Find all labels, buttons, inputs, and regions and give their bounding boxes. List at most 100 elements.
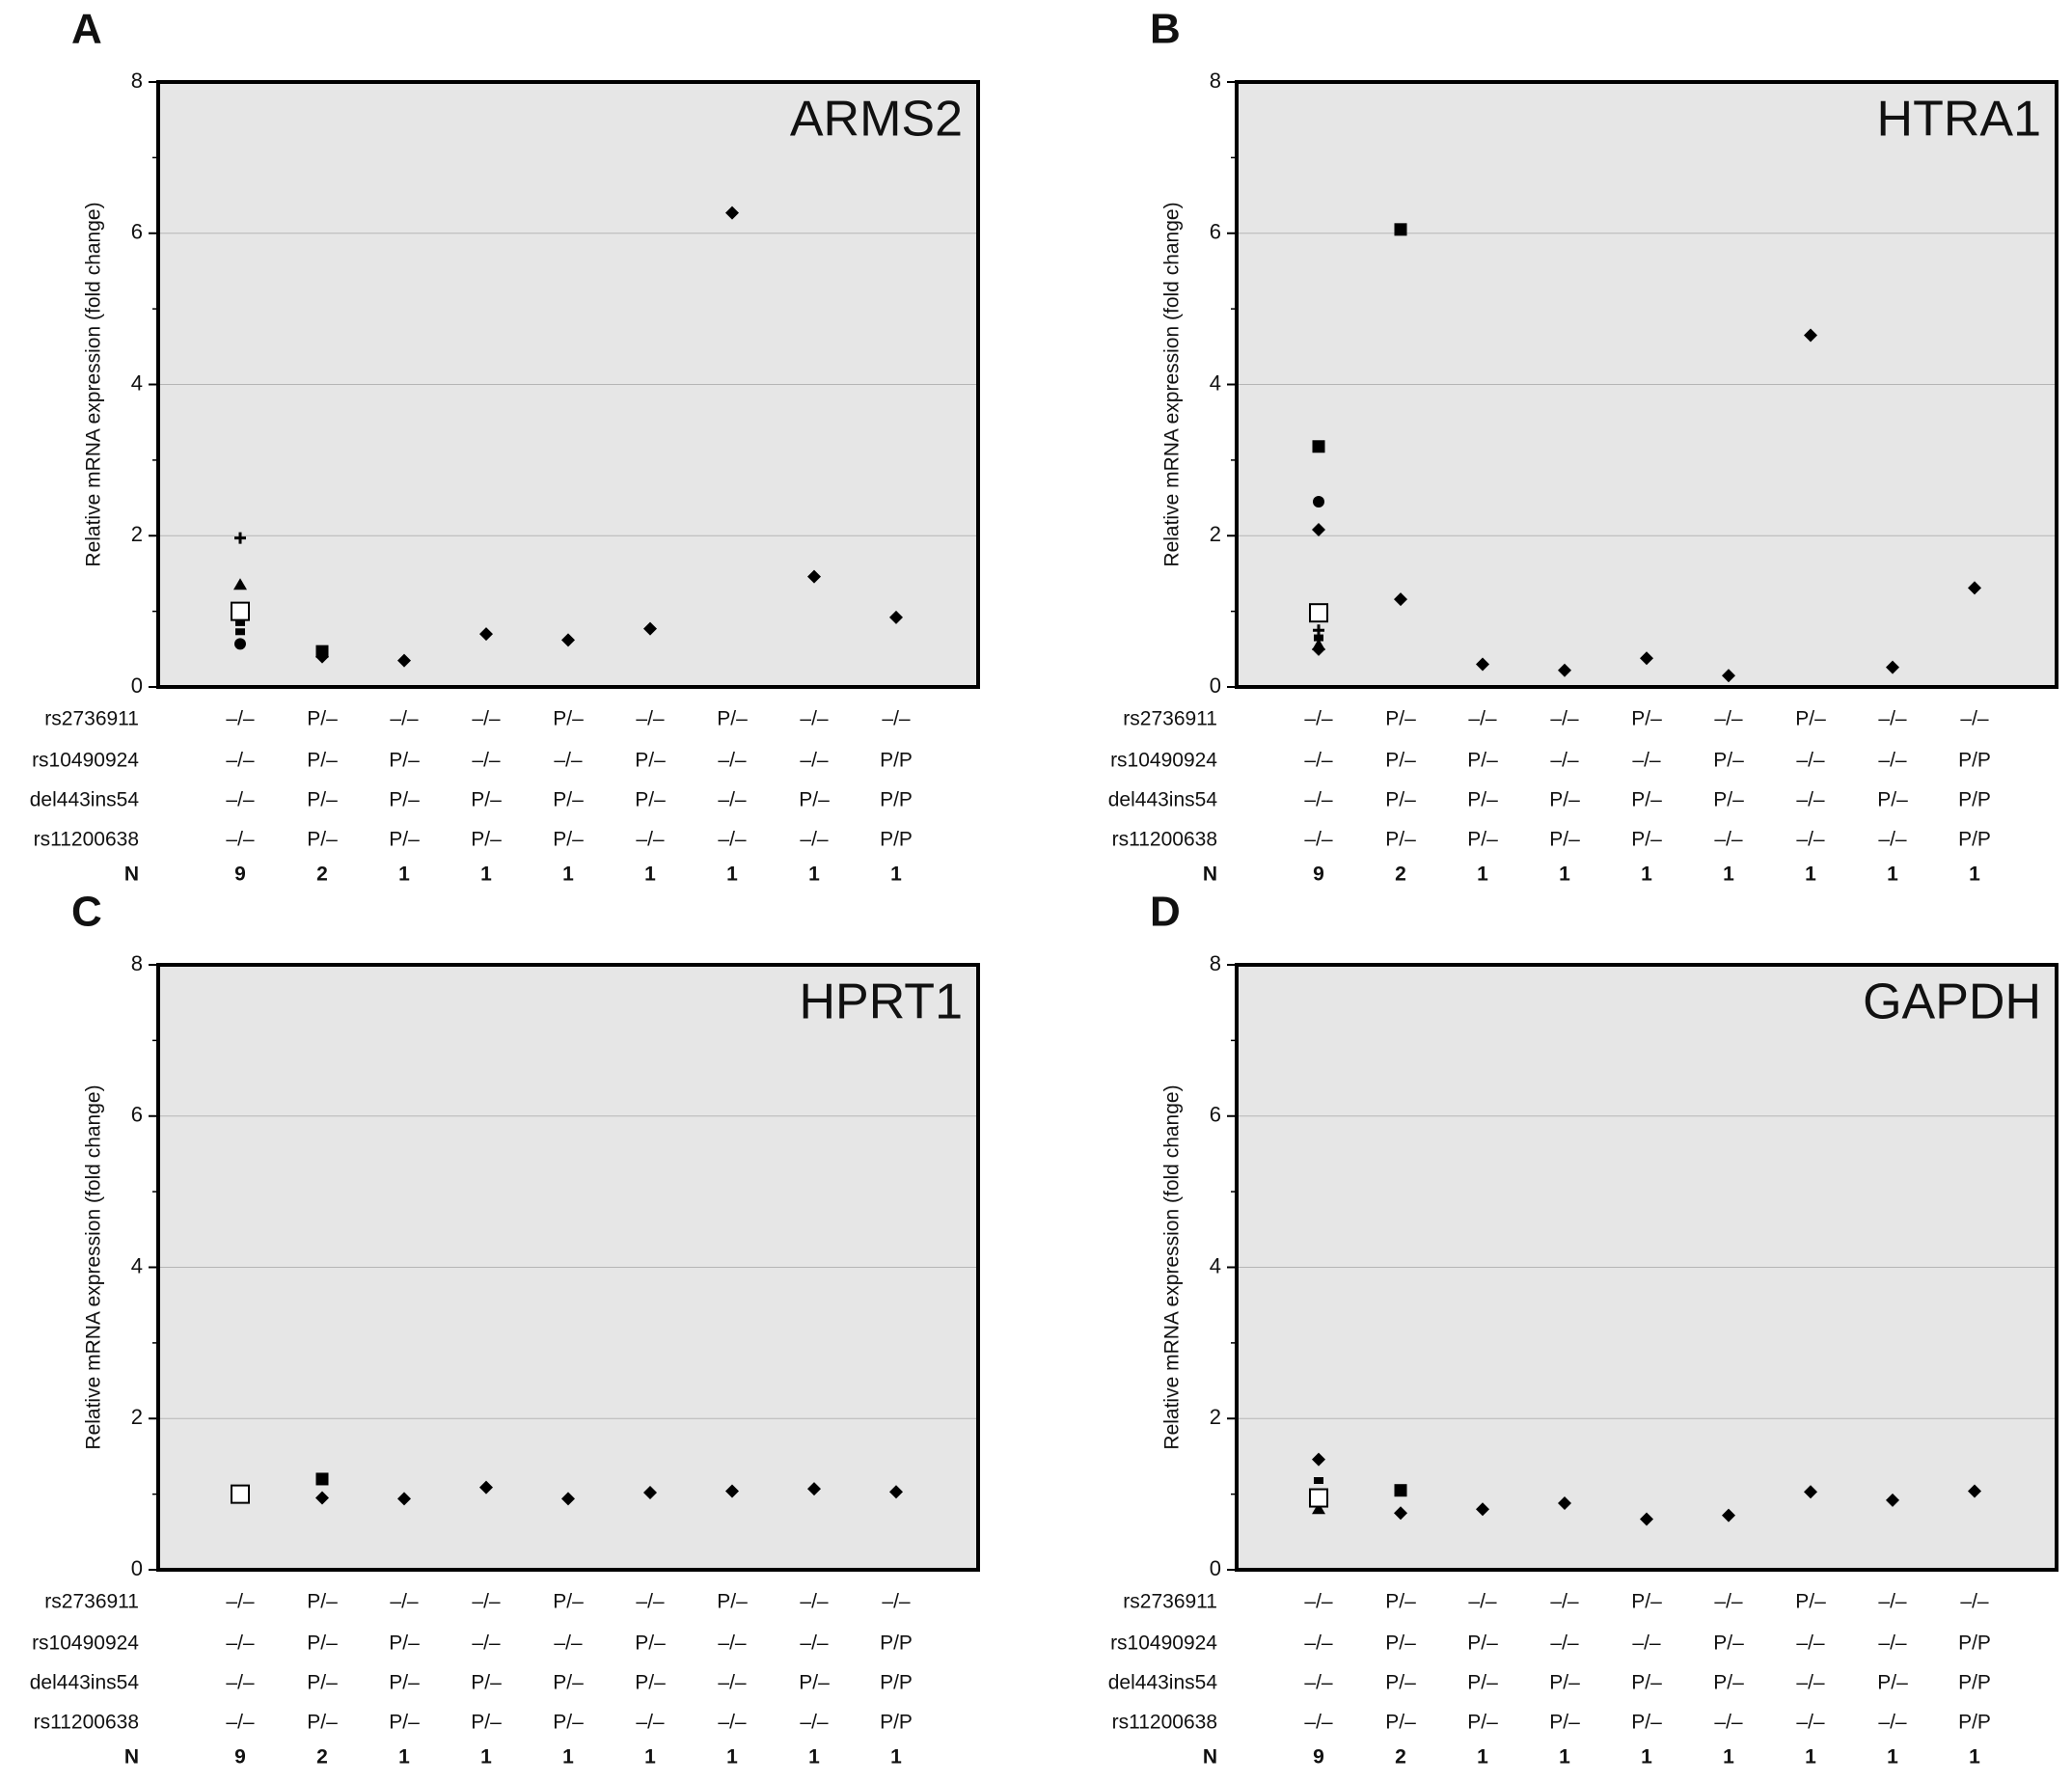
genotype-cell: –/– bbox=[226, 1632, 255, 1655]
genotype-cell: P/P bbox=[880, 1712, 913, 1734]
n-cell: 1 bbox=[1805, 1746, 1816, 1769]
open-square-marker bbox=[1309, 1488, 1328, 1508]
genotype-cell: P/– bbox=[1631, 708, 1662, 730]
genotype-row-label: rs10490924 bbox=[1110, 1632, 1217, 1655]
y-axis-label: Relative mRNA expression (fold change) bbox=[83, 1084, 105, 1449]
diamond-marker bbox=[889, 610, 903, 624]
diamond-marker bbox=[1886, 1493, 1899, 1507]
genotype-row-label: rs10490924 bbox=[32, 1632, 139, 1655]
n-cell: 9 bbox=[1313, 864, 1324, 886]
genotype-cell: P/– bbox=[1631, 1672, 1662, 1694]
n-cell: 1 bbox=[1559, 864, 1570, 886]
n-cell: 1 bbox=[1805, 864, 1816, 886]
genotype-cell: P/– bbox=[471, 1712, 502, 1734]
y-axis-label: Relative mRNA expression (fold change) bbox=[83, 202, 105, 566]
diamond-marker bbox=[1394, 592, 1407, 607]
genotype-cell: P/– bbox=[799, 1672, 830, 1694]
n-cell: 1 bbox=[890, 1746, 902, 1769]
y-tick-label: 2 bbox=[1210, 1405, 1221, 1429]
genotype-cell: P/– bbox=[553, 789, 584, 811]
genotype-cell: –/– bbox=[554, 1632, 583, 1655]
genotype-row-label: rs11200638 bbox=[1112, 829, 1217, 851]
genotype-cell: P/– bbox=[1385, 1632, 1416, 1655]
genotype-cell: P/P bbox=[1958, 1672, 1991, 1694]
genotype-cell: P/– bbox=[1631, 1591, 1662, 1613]
genotype-cell: P/– bbox=[1467, 1672, 1498, 1694]
genotype-cell: P/– bbox=[1467, 829, 1498, 851]
genotype-cell: P/– bbox=[1385, 789, 1416, 811]
genotype-cell: –/– bbox=[1304, 1591, 1333, 1613]
panel-letter: D bbox=[1150, 889, 1181, 936]
genotype-cell: P/– bbox=[635, 1672, 666, 1694]
diamond-marker bbox=[1640, 651, 1653, 666]
genotype-cell: P/– bbox=[1385, 750, 1416, 772]
y-tick-label: 4 bbox=[1210, 1253, 1221, 1277]
panel: 0 2 4 6 8 C HPRT1 Relative mRNA expression (fol… bbox=[30, 889, 980, 1769]
plus-marker bbox=[234, 532, 246, 544]
genotype-cell: –/– bbox=[390, 708, 419, 730]
genotype-row-label: rs2736911 bbox=[1123, 1591, 1217, 1613]
genotype-cell: P/P bbox=[880, 1632, 913, 1655]
genotype-cell: P/– bbox=[717, 1591, 748, 1613]
genotype-cell: P/– bbox=[635, 1632, 666, 1655]
panel-letter: B bbox=[1150, 6, 1181, 53]
panel-title: HPRT1 bbox=[799, 974, 963, 1030]
genotype-cell: –/– bbox=[1304, 829, 1333, 851]
genotype-cell: P/– bbox=[717, 708, 748, 730]
genotype-cell: –/– bbox=[882, 1591, 911, 1613]
genotype-cell: –/– bbox=[1878, 708, 1907, 730]
genotype-cell: –/– bbox=[1468, 708, 1497, 730]
n-cell: 2 bbox=[1395, 864, 1406, 886]
genotype-cell: –/– bbox=[1878, 829, 1907, 851]
genotype-cell: –/– bbox=[1550, 1632, 1579, 1655]
genotype-row-label: rs2736911 bbox=[1123, 708, 1217, 730]
diamond-marker bbox=[315, 1491, 329, 1505]
diamond-marker bbox=[889, 1485, 903, 1499]
genotype-cell: P/P bbox=[1958, 829, 1991, 851]
open-square-marker bbox=[231, 1484, 250, 1504]
y-tick-label: 6 bbox=[131, 220, 143, 244]
genotype-cell: P/P bbox=[1958, 789, 1991, 811]
genotype-cell: –/– bbox=[718, 829, 747, 851]
diamond-marker bbox=[479, 1480, 493, 1495]
genotype-cell: P/– bbox=[1877, 1672, 1908, 1694]
genotype-cell: P/– bbox=[1385, 1591, 1416, 1613]
y-tick-label: 8 bbox=[131, 951, 143, 975]
diamond-marker bbox=[1312, 1452, 1325, 1467]
diamond-marker bbox=[643, 621, 657, 636]
genotype-cell: –/– bbox=[1714, 829, 1743, 851]
plot-frame bbox=[156, 80, 980, 689]
genotype-cell: P/– bbox=[635, 750, 666, 772]
genotype-cell: P/P bbox=[1958, 750, 1991, 772]
diamond-marker bbox=[397, 653, 411, 668]
genotype-cell: P/– bbox=[1467, 1712, 1498, 1734]
n-cell: 1 bbox=[726, 1746, 738, 1769]
panel-title: ARMS2 bbox=[790, 92, 963, 148]
diamond-marker bbox=[1312, 522, 1325, 536]
genotype-cell: P/– bbox=[553, 1591, 584, 1613]
genotype-cell: –/– bbox=[472, 1632, 501, 1655]
genotype-cell: P/– bbox=[307, 750, 338, 772]
genotype-cell: P/– bbox=[553, 829, 584, 851]
genotype-cell: P/– bbox=[389, 789, 420, 811]
y-axis-label: Relative mRNA expression (fold change) bbox=[1161, 202, 1184, 566]
genotype-cell: –/– bbox=[1878, 1632, 1907, 1655]
genotype-cell: P/– bbox=[1385, 829, 1416, 851]
genotype-cell: P/– bbox=[389, 1632, 420, 1655]
genotype-cell: –/– bbox=[1796, 1712, 1825, 1734]
n-row-label: N bbox=[124, 1746, 139, 1769]
genotype-cell: P/– bbox=[1631, 1712, 1662, 1734]
genotype-cell: P/– bbox=[307, 1712, 338, 1734]
genotype-cell: –/– bbox=[1632, 1632, 1661, 1655]
panel-title: HTRA1 bbox=[1877, 92, 2041, 148]
genotype-cell: –/– bbox=[1796, 750, 1825, 772]
diamond-marker bbox=[1722, 669, 1735, 683]
diamond-marker bbox=[1804, 1485, 1817, 1499]
genotype-cell: –/– bbox=[718, 750, 747, 772]
genotype-cell: –/– bbox=[1878, 750, 1907, 772]
genotype-row-label: rs11200638 bbox=[34, 829, 139, 851]
genotype-cell: P/– bbox=[1795, 1591, 1826, 1613]
genotype-cell: –/– bbox=[472, 750, 501, 772]
genotype-cell: P/– bbox=[553, 1672, 584, 1694]
